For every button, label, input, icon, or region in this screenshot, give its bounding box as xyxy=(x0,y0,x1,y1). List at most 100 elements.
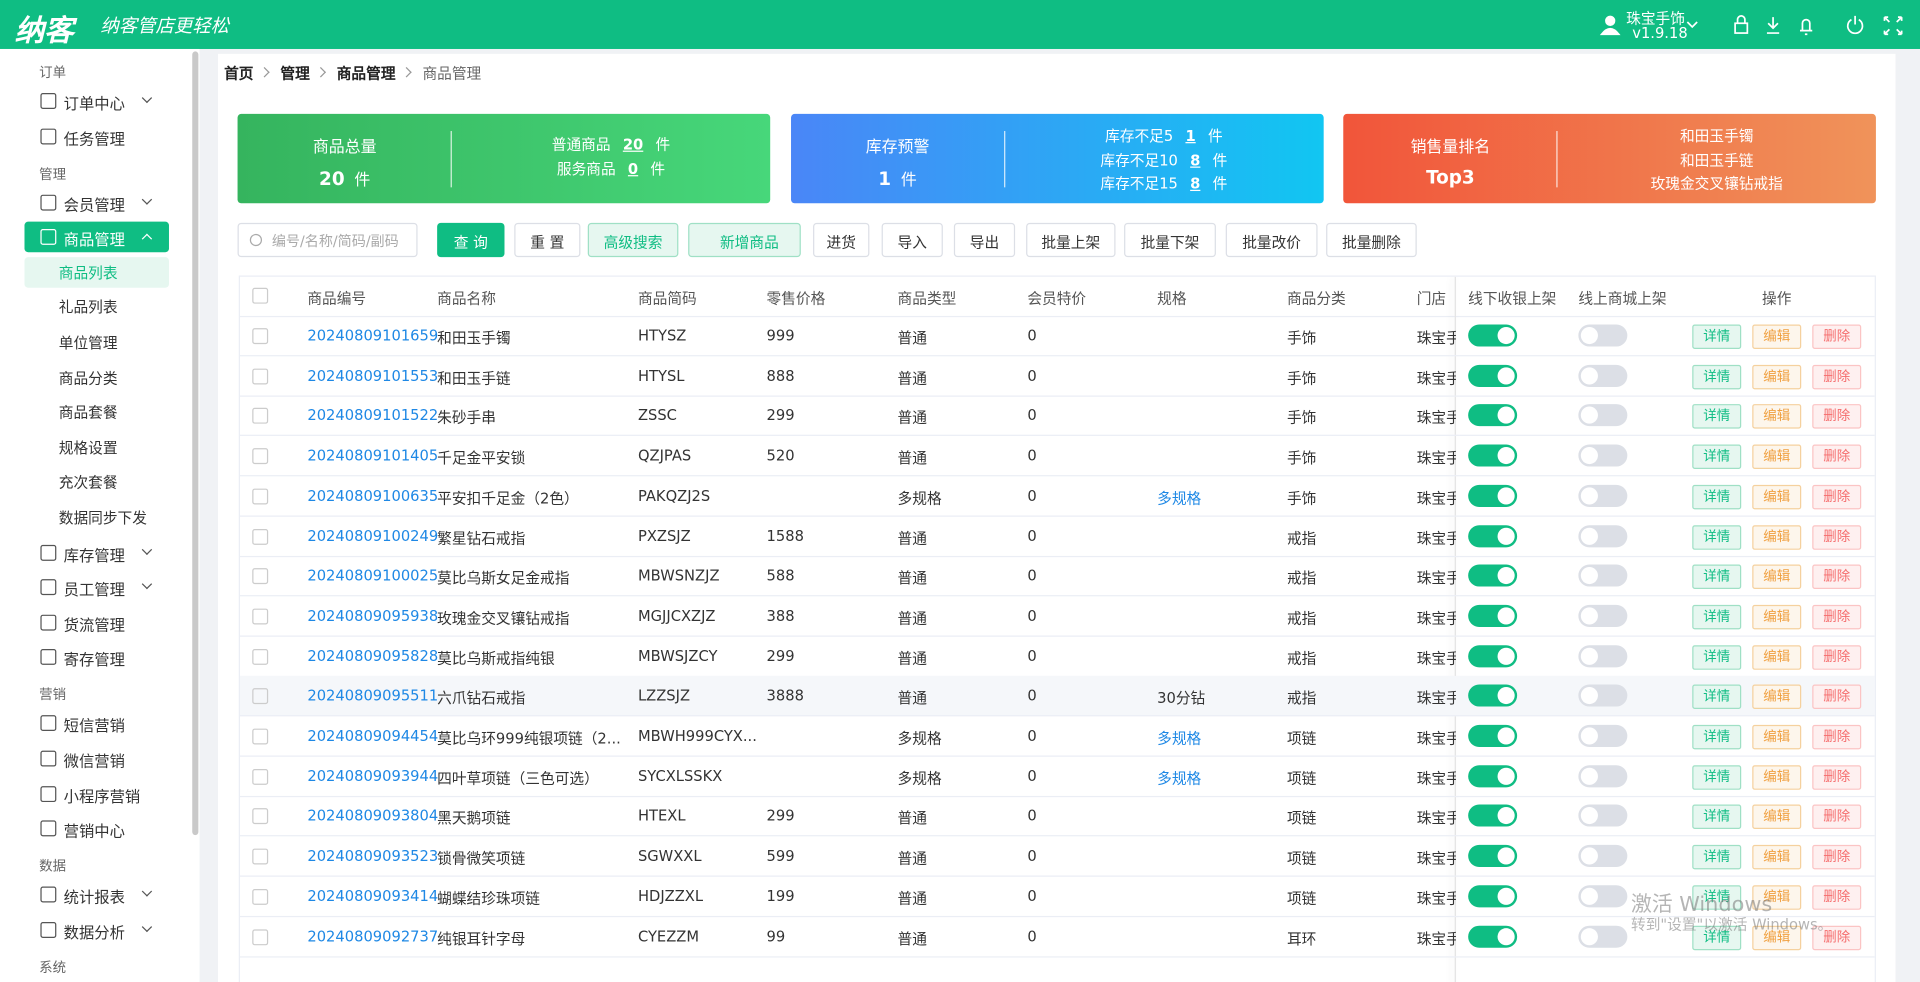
row-checkbox[interactable] xyxy=(252,488,269,505)
row-checkbox[interactable] xyxy=(252,328,269,345)
online-toggle[interactable] xyxy=(1578,724,1628,747)
row-checkbox[interactable] xyxy=(252,408,269,425)
action-button[interactable]: 编辑 xyxy=(1752,604,1802,630)
row-checkbox[interactable] xyxy=(252,608,269,625)
action-button[interactable]: 详情 xyxy=(1692,644,1742,670)
detail-value[interactable]: 20 xyxy=(622,135,644,154)
action-button[interactable]: 详情 xyxy=(1692,724,1742,750)
detail-value[interactable]: 1 xyxy=(1185,127,1196,145)
breadcrumb-item[interactable]: 管理 xyxy=(280,64,310,83)
action-button[interactable]: 详情 xyxy=(1692,885,1742,910)
action-button[interactable]: 删除 xyxy=(1812,644,1862,670)
action-button[interactable]: 删除 xyxy=(1812,364,1862,390)
toolbar-button[interactable]: 导入 xyxy=(881,222,943,258)
row-checkbox[interactable] xyxy=(252,928,269,945)
toolbar-button[interactable]: 新增商品 xyxy=(688,222,801,258)
action-button[interactable]: 编辑 xyxy=(1752,564,1802,590)
menu-item[interactable]: 短信营销 xyxy=(63,716,125,736)
offline-toggle[interactable] xyxy=(1468,324,1518,347)
action-button[interactable]: 删除 xyxy=(1812,484,1862,510)
online-toggle[interactable] xyxy=(1578,404,1628,427)
menu-item[interactable]: 微信营销 xyxy=(63,751,125,771)
row-checkbox[interactable] xyxy=(252,888,269,905)
cell-code[interactable]: 20240809101659 xyxy=(307,326,439,345)
cell-code[interactable]: 20240809095828 xyxy=(307,647,439,665)
action-button[interactable]: 编辑 xyxy=(1752,885,1802,910)
toolbar-button[interactable]: 查 询 xyxy=(437,222,505,258)
cell-code[interactable]: 20240809100025 xyxy=(307,567,439,585)
action-button[interactable]: 删除 xyxy=(1812,845,1862,870)
action-button[interactable]: 编辑 xyxy=(1752,484,1802,510)
menu-item[interactable]: 员工管理 xyxy=(63,580,125,600)
row-checkbox[interactable] xyxy=(252,528,269,545)
breadcrumb-item[interactable]: 商品管理 xyxy=(336,64,396,83)
action-button[interactable]: 详情 xyxy=(1692,684,1742,710)
action-button[interactable]: 详情 xyxy=(1692,764,1742,790)
row-checkbox[interactable] xyxy=(252,808,269,825)
toolbar-button[interactable]: 导出 xyxy=(953,222,1016,258)
submenu-item[interactable]: 数据同步下发 xyxy=(58,509,147,527)
online-toggle[interactable] xyxy=(1578,604,1628,627)
toolbar-button[interactable]: 批量改价 xyxy=(1225,222,1318,258)
action-button[interactable]: 删除 xyxy=(1812,444,1862,470)
action-button[interactable]: 删除 xyxy=(1812,564,1862,590)
menu-item[interactable]: 商品管理 xyxy=(63,230,125,249)
online-toggle[interactable] xyxy=(1578,764,1628,787)
cell-spec[interactable]: 多规格 xyxy=(1157,489,1202,507)
action-button[interactable]: 详情 xyxy=(1692,804,1742,830)
action-button[interactable]: 删除 xyxy=(1812,804,1862,830)
detail-value[interactable]: 8 xyxy=(1190,151,1201,169)
cell-code[interactable]: 20240809101553 xyxy=(307,366,439,385)
action-button[interactable]: 详情 xyxy=(1692,845,1742,870)
row-checkbox[interactable] xyxy=(252,448,269,465)
action-button[interactable]: 详情 xyxy=(1692,604,1742,630)
online-toggle[interactable] xyxy=(1578,644,1628,667)
action-button[interactable]: 删除 xyxy=(1812,684,1862,710)
offline-toggle[interactable] xyxy=(1468,684,1518,707)
row-checkbox[interactable] xyxy=(252,688,269,705)
cell-spec[interactable]: 多规格 xyxy=(1157,769,1202,787)
menu-item[interactable]: 库存管理 xyxy=(63,545,125,564)
action-button[interactable]: 编辑 xyxy=(1752,684,1802,710)
online-toggle[interactable] xyxy=(1578,925,1628,948)
cell-code[interactable]: 20240809100635 xyxy=(307,487,439,505)
offline-toggle[interactable] xyxy=(1468,925,1518,948)
action-button[interactable]: 详情 xyxy=(1692,484,1742,510)
action-button[interactable]: 编辑 xyxy=(1752,845,1802,870)
toolbar-button[interactable]: 批量下架 xyxy=(1124,222,1216,258)
cell-code[interactable]: 20240809093414 xyxy=(307,887,439,905)
action-button[interactable]: 详情 xyxy=(1692,564,1742,590)
action-button[interactable]: 详情 xyxy=(1692,364,1742,390)
cell-code[interactable]: 20240809095511 xyxy=(307,687,439,705)
menu-item[interactable]: 统计报表 xyxy=(63,887,125,907)
online-toggle[interactable] xyxy=(1578,364,1628,387)
offline-toggle[interactable] xyxy=(1468,604,1518,627)
toolbar-button[interactable]: 批量上架 xyxy=(1026,222,1116,258)
action-button[interactable]: 详情 xyxy=(1692,925,1742,950)
cell-code[interactable]: 20240809093523 xyxy=(307,847,439,865)
offline-toggle[interactable] xyxy=(1468,845,1518,868)
offline-toggle[interactable] xyxy=(1468,644,1518,667)
cell-code[interactable]: 20240809093804 xyxy=(307,807,439,825)
submenu-item[interactable]: 礼品列表 xyxy=(58,299,118,317)
action-button[interactable]: 删除 xyxy=(1812,604,1862,630)
action-button[interactable]: 编辑 xyxy=(1752,644,1802,670)
action-button[interactable]: 编辑 xyxy=(1752,804,1802,830)
row-checkbox[interactable] xyxy=(252,848,269,865)
online-toggle[interactable] xyxy=(1578,564,1628,587)
online-toggle[interactable] xyxy=(1578,444,1628,467)
cell-code[interactable]: 20240809100249 xyxy=(307,527,439,545)
action-button[interactable]: 删除 xyxy=(1812,524,1862,550)
action-button[interactable]: 删除 xyxy=(1812,324,1862,349)
action-button[interactable]: 删除 xyxy=(1812,764,1862,790)
offline-toggle[interactable] xyxy=(1468,524,1518,547)
action-button[interactable]: 编辑 xyxy=(1752,925,1802,950)
offline-toggle[interactable] xyxy=(1468,764,1518,787)
toolbar-button[interactable]: 进货 xyxy=(813,222,870,258)
row-checkbox[interactable] xyxy=(252,568,269,585)
cell-code[interactable]: 20240809095938 xyxy=(307,607,439,625)
offline-toggle[interactable] xyxy=(1468,444,1518,467)
cell-code[interactable]: 20240809101405 xyxy=(307,447,439,465)
breadcrumb-item[interactable]: 首页 xyxy=(224,64,254,83)
menu-item[interactable]: 营销中心 xyxy=(63,821,125,841)
